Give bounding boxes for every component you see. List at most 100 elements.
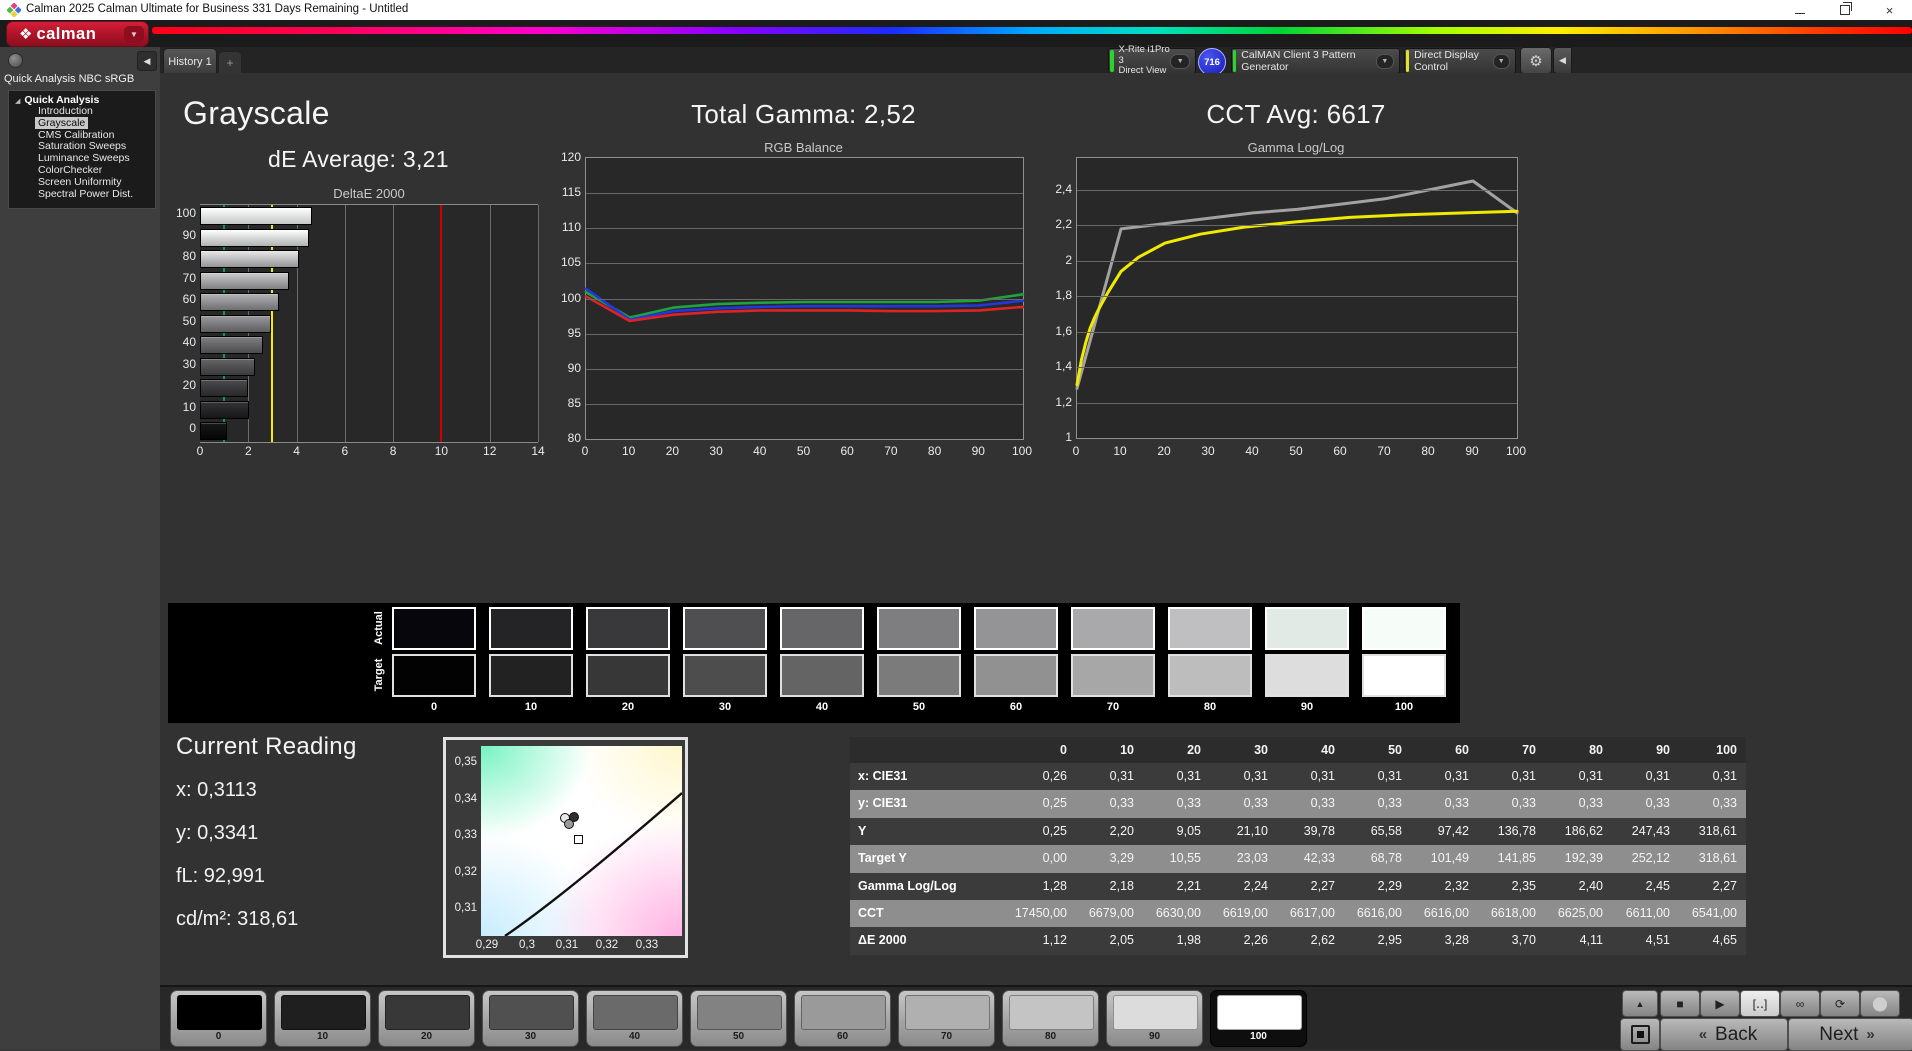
back-button[interactable]: « Back [1660,1018,1788,1051]
pattern-swatch [281,995,366,1030]
close-button[interactable]: × [1867,0,1912,20]
collapse-right-panel-button[interactable]: ◀ [1553,47,1572,74]
calman-menu-button[interactable]: ❖ calman ▼ [6,21,149,47]
table-cell: 0,33 [1444,796,1469,811]
settings-button[interactable]: ⚙ [1520,47,1552,74]
sidebar-item-luminance-sweeps[interactable]: Luminance Sweeps [38,152,130,165]
pattern-tile-0[interactable]: 0 [170,990,267,1047]
minimize-button[interactable] [1777,0,1822,20]
pattern-swatch [385,995,470,1030]
table-cell: 4,65 [1712,933,1737,948]
rgb-balance-chart [584,157,1025,440]
table-cell: 42,33 [1303,851,1335,866]
rgb-plot-ytick-110: 110 [561,220,581,235]
play-button[interactable]: ▶ [1700,990,1740,1017]
tree-root-quick-analysis[interactable]: ◢ Quick Analysis [15,94,100,106]
pattern-tile-label: 0 [215,1031,222,1042]
meter-count-badge[interactable]: 716 [1198,48,1226,76]
pattern-generator-selector[interactable]: CalMAN Client 3 Pattern Generator ▼ [1231,48,1400,74]
probe-button[interactable]: ⬤ [1860,990,1900,1017]
pattern-tile-label: 80 [1044,1031,1057,1042]
chevron-down-icon[interactable]: ▼ [1375,53,1394,69]
table-header-40: 40 [1321,743,1335,757]
pattern-tile-40[interactable]: 40 [586,990,683,1047]
workflow-status-dot[interactable] [8,53,23,68]
measure-button[interactable]: [‥] [1740,990,1780,1017]
next-button[interactable]: Next » [1788,1018,1912,1051]
table-cell: 252,12 [1631,851,1670,866]
sidebar-item-screen-uniformity[interactable]: Screen Uniformity [38,175,122,188]
arrow-up-icon: ▲ [1635,998,1645,1009]
stop-button[interactable]: ■ [1660,990,1700,1017]
rgb-plot-xtick-60: 60 [840,444,854,458]
actual-swatch-70 [1071,607,1155,650]
chevron-down-icon[interactable]: ▼ [1170,53,1190,69]
pattern-swatch [177,995,262,1030]
table-cell: 0,31 [1310,769,1335,783]
chevron-down-icon[interactable]: ▼ [124,25,144,43]
pattern-tile-label: 100 [1250,1031,1267,1042]
pattern-window-button[interactable] [1620,1018,1660,1051]
sidebar-item-saturation-sweeps[interactable]: Saturation Sweeps [38,140,127,153]
sidebar-item-spectral-power-dist[interactable]: Spectral Power Dist. [38,187,134,200]
continuous-button[interactable]: ∞ [1780,990,1820,1017]
table-cell: 23,03 [1236,851,1268,866]
deltae-bar-30 [200,357,255,376]
table-row-target-y: Target Y 0,00 3,29 10,55 23,03 42,33 68,78 101,… [850,845,1746,873]
cie-ytick-0,31: 0,31 [454,902,477,914]
pattern-tile-80[interactable]: 80 [1002,990,1099,1047]
meter-selector[interactable]: X-Rite i1Pro 3 Direct View ▼ [1108,45,1196,76]
table-cell: 2,45 [1645,878,1670,893]
deltae-xtick-0: 0 [196,444,204,458]
table-cell: 0,33 [1310,796,1335,811]
pattern-tile-90[interactable]: 90 [1106,990,1203,1047]
row-label: y: CIE31 [858,796,908,811]
table-cell: 6541,00 [1691,905,1737,920]
pattern-tile-30[interactable]: 30 [482,990,579,1047]
sidebar-item-cms-calibration[interactable]: CMS Calibration [38,128,115,141]
pattern-tile-20[interactable]: 20 [378,990,475,1047]
add-tab-button[interactable]: + [218,51,242,74]
deltae-tick-100: 100 [175,206,196,220]
table-cell: 6616,00 [1356,905,1402,920]
rgb-plot-xtick-100: 100 [1011,444,1033,458]
tab-history1[interactable]: History 1 [163,48,217,74]
ref-line-3 [271,205,274,442]
table-row-gamma-log-log: Gamma Log/Log 1,28 2,18 2,21 2,24 2,27 2,29 2,3… [850,872,1746,900]
table-cell: 0,25 [1042,796,1067,811]
collapse-sidebar-button[interactable]: ◀ [137,51,157,71]
cie-chromaticity-chart: 0,35 0,34 0,33 0,32 0,31 0,29 0,3 0,31 0,32 0,33 [443,737,688,958]
pattern-bar: 0 10 20 30 40 50 60 70 80 90 100 ▲ ■ ▶ [‥] ∞ ⟳ ⬤ « Back… [160,985,1912,1051]
chevron-down-icon[interactable]: ▼ [1492,53,1510,69]
sidebar-item-colorchecker[interactable]: ColorChecker [38,163,103,176]
sidebar-item-introduction[interactable]: Introduction [38,105,93,117]
table-cell: 10,55 [1169,851,1201,866]
actual-swatch-90 [1265,607,1349,650]
display-control-selector[interactable]: Direct Display Control ▼ [1404,48,1516,74]
deltae-tick-40: 40 [182,335,196,350]
current-reading-y: y: 0,3341 [176,822,259,844]
deltae-bar-80 [200,250,300,269]
refresh-button[interactable]: ⟳ [1820,990,1860,1017]
continuous-icon: ∞ [1795,996,1805,1011]
app-icon [7,3,21,17]
rgb-plot-xtick-20: 20 [665,444,680,458]
sidebar-item-grayscale[interactable]: Grayscale [35,116,155,130]
table-header-30: 30 [1254,743,1268,757]
rgb-plot-xtick-90: 90 [971,444,985,458]
pattern-tile-50[interactable]: 50 [690,990,787,1047]
tree-expand-icon[interactable]: ◢ [15,98,21,105]
pattern-tile-10[interactable]: 10 [274,990,371,1047]
pattern-tile-70[interactable]: 70 [898,990,995,1047]
restore-button[interactable] [1822,0,1867,20]
deltae-xtick-8: 8 [389,444,397,458]
current-reading-x: x: 0,3113 [176,779,257,801]
pattern-panel-up-button[interactable]: ▲ [1622,990,1658,1017]
pattern-tile-60[interactable]: 60 [794,990,891,1047]
pattern-tile-100[interactable]: 100 [1210,990,1307,1047]
table-cell: 9,05 [1176,823,1201,838]
rgb-plot-xtick-0: 0 [581,444,589,458]
table-cell: 0,33 [1578,796,1603,811]
gamma-plot-xtick-0: 0 [1072,444,1080,458]
pattern-tile-label: 10 [316,1031,329,1042]
